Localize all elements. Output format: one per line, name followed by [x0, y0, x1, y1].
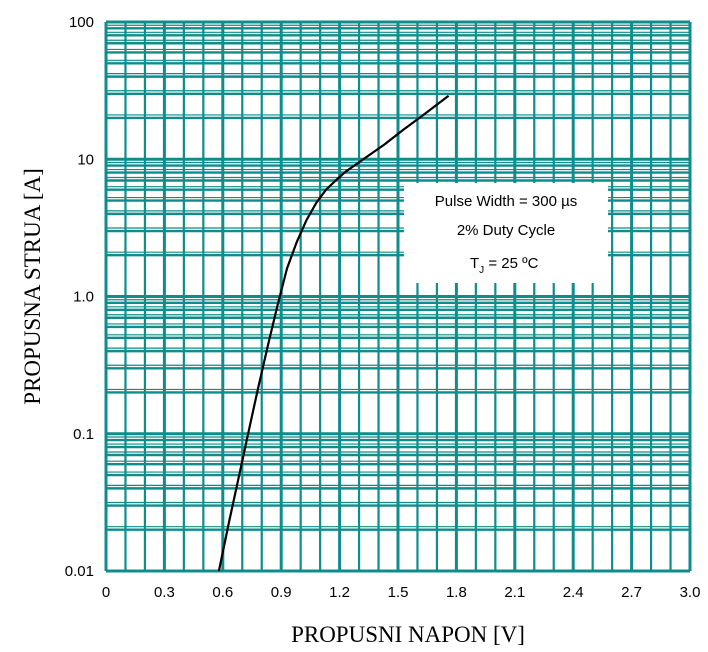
annotation-temperature-subscript: J [479, 265, 484, 276]
annotation-temperature-value: = 25 ºC [484, 255, 538, 272]
y-tick-label: 10 [77, 151, 94, 168]
annotation-duty-cycle: 2% Duty Cycle [457, 222, 555, 239]
y-tick-label: 0.01 [65, 563, 94, 580]
annotation-temperature: TJ = 25 ºC [470, 255, 539, 276]
forward-voltage-curve [217, 94, 450, 572]
annotation-temperature-symbol: T [470, 255, 479, 272]
annotation-box: Pulse Width = 300 µs 2% Duty Cycle TJ = … [404, 183, 608, 283]
y-tick-label: 1.0 [73, 289, 94, 306]
x-tick-label: 1.2 [329, 584, 350, 601]
y-tick-label: 0.1 [73, 426, 94, 443]
x-tick-label: 2.4 [563, 584, 584, 601]
vertical-gridlines [104, 22, 692, 571]
annotation-pulse-width: Pulse Width = 300 µs [435, 193, 577, 210]
x-tick-label: 2.7 [621, 584, 642, 601]
y-tick-label: 100 [69, 14, 94, 31]
x-tick-label: 0.9 [271, 584, 292, 601]
x-tick-label: 3.0 [680, 584, 701, 601]
x-tick-label: 1.5 [388, 584, 409, 601]
data-series [217, 94, 450, 572]
x-axis-ticks: 0 0.3 0.6 0.9 1.2 1.5 1.8 2.1 2.4 2.7 3.0 [102, 584, 701, 601]
x-tick-label: 2.1 [504, 584, 525, 601]
x-tick-label: 0 [102, 584, 110, 601]
y-axis-label: PROPUSNA STRUA [A] [20, 168, 45, 404]
x-tick-label: 0.3 [154, 584, 175, 601]
x-axis-label: PROPUSNI NAPON [V] [291, 622, 525, 647]
annotation-background [404, 183, 608, 283]
y-axis-ticks: 100 10 1.0 0.1 0.01 [65, 14, 94, 580]
x-tick-label: 1.8 [446, 584, 467, 601]
x-tick-label: 0.6 [212, 584, 233, 601]
